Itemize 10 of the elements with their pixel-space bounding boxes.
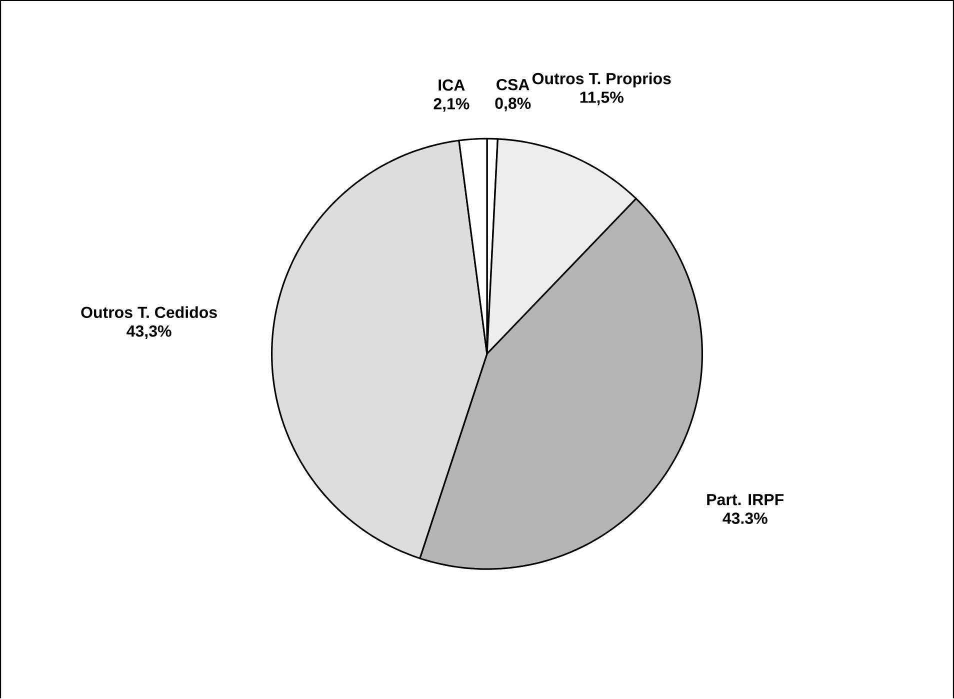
data-label: 43.3%	[722, 512, 768, 524]
slice-label: ICA	[438, 80, 465, 91]
slice-label: CSA	[496, 79, 530, 90]
slice-label: Part. IRPF	[707, 494, 784, 506]
slice-label: Outros T. Cedidos	[81, 306, 217, 318]
data-label: 43,3%	[126, 326, 172, 340]
data-label: 2,1%	[434, 98, 470, 112]
data-label: 0,8%	[495, 98, 531, 112]
data-label: 11,5%	[580, 92, 624, 106]
slice-label: Outros T. Proprios	[532, 72, 671, 88]
